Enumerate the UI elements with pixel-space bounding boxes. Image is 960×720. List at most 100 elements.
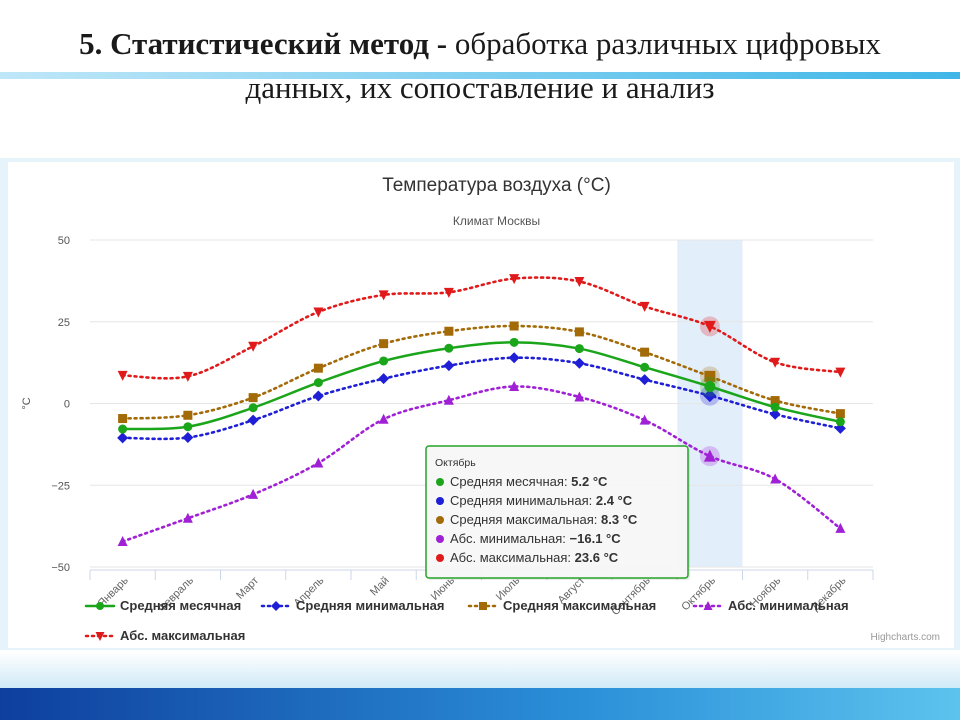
- legend-item[interactable]: Абс. максимальная: [84, 628, 245, 643]
- series-1: [118, 337, 845, 434]
- bottom-accent-bar: [0, 688, 960, 720]
- x-tick-label: Май: [368, 575, 392, 599]
- top-accent-bar: [0, 72, 960, 79]
- data-point: [640, 347, 650, 357]
- series-line: [121, 385, 842, 543]
- data-point: [509, 337, 519, 347]
- chart-subtitle: Климат Москвы: [453, 214, 540, 228]
- y-axis-title: °C: [21, 397, 33, 409]
- legend-item[interactable]: Средняя максимальная: [467, 598, 656, 613]
- chart-title: Температура воздуха (°C): [382, 175, 611, 196]
- chart-credits: Highcharts.com: [871, 632, 940, 643]
- tooltip-row: Средняя минимальная: 2.4 °C: [450, 493, 633, 508]
- series-line: [121, 341, 842, 431]
- data-point: [313, 457, 324, 468]
- data-point: [379, 356, 389, 366]
- data-point: [770, 402, 780, 412]
- data-point: [182, 371, 193, 382]
- data-point: [573, 357, 585, 369]
- data-point: [704, 370, 716, 382]
- tooltip-row: Абс. минимальная: −16.1 °C: [450, 531, 621, 546]
- tooltip-row-value: 2.4 °C: [596, 493, 633, 508]
- tooltip-row-label: Средняя минимальная:: [450, 493, 596, 508]
- data-point: [769, 408, 781, 420]
- data-point: [248, 488, 259, 499]
- legend-label: Средняя минимальная: [296, 598, 445, 613]
- data-point: [248, 341, 259, 352]
- data-point: [639, 301, 650, 312]
- legend-item[interactable]: Средняя минимальная: [260, 598, 445, 613]
- tooltip-dot: [436, 516, 444, 524]
- tooltip-row-value: 23.6 °C: [575, 550, 619, 565]
- data-point: [443, 360, 455, 372]
- data-point: [444, 343, 454, 353]
- data-point: [770, 473, 781, 484]
- tooltip-row: Средняя месячная: 5.2 °C: [450, 474, 608, 489]
- data-point: [118, 424, 128, 434]
- tooltip-dot: [436, 554, 444, 562]
- series-line: [121, 276, 842, 380]
- data-point: [835, 522, 846, 533]
- data-point: [509, 380, 520, 391]
- series-line: [121, 324, 842, 420]
- bottom-fade: [0, 652, 960, 688]
- data-point: [182, 512, 193, 523]
- tooltip-row-value: 5.2 °C: [571, 474, 608, 489]
- x-tick-label: Октябрь: [679, 574, 718, 613]
- slide-title-bold: 5. Статистический метод -: [79, 26, 448, 61]
- data-point: [574, 327, 584, 337]
- data-point: [313, 307, 324, 318]
- data-point: [378, 413, 389, 424]
- legend-label: Средняя месячная: [120, 598, 241, 613]
- data-point: [703, 320, 716, 333]
- data-point: [835, 367, 846, 378]
- legend-item[interactable]: Средняя месячная: [84, 598, 241, 613]
- data-point: [379, 339, 389, 349]
- data-point: [247, 414, 259, 426]
- data-point: [639, 414, 650, 425]
- legend-label: Абс. минимальная: [728, 598, 849, 613]
- data-point: [378, 290, 389, 301]
- data-point: [117, 535, 128, 546]
- tooltip-title: Октябрь: [435, 457, 476, 469]
- data-point: [835, 409, 845, 419]
- tooltip-dot: [436, 535, 444, 543]
- tooltip-dot: [436, 497, 444, 505]
- legend-marker: [95, 632, 105, 641]
- series-4: [117, 380, 846, 546]
- legend-label: Средняя максимальная: [503, 598, 656, 613]
- data-point: [704, 380, 716, 392]
- data-point: [703, 449, 716, 462]
- data-point: [313, 363, 323, 373]
- legend-item[interactable]: Абс. минимальная: [692, 598, 849, 613]
- series-line: [121, 356, 842, 441]
- data-point: [770, 396, 780, 406]
- tooltip-dot: [436, 478, 444, 486]
- data-point: [574, 277, 585, 288]
- tooltip-row-label: Абс. минимальная:: [450, 531, 570, 546]
- data-point: [574, 391, 585, 402]
- data-point: [703, 389, 717, 403]
- data-point: [117, 370, 128, 381]
- data-point: [248, 393, 258, 403]
- legend-marker: [703, 601, 713, 610]
- data-point: [508, 352, 520, 364]
- tooltip-row: Абс. максимальная: 23.6 °C: [450, 550, 619, 565]
- series-3: [118, 321, 845, 424]
- legend: Средняя месячная Средняя минимальная Средн…: [84, 598, 849, 643]
- legend-marker: [96, 602, 104, 610]
- data-point: [444, 326, 454, 336]
- y-tick-label: −25: [51, 480, 70, 492]
- data-point: [834, 422, 846, 434]
- temperature-chart[interactable]: Температура воздуха (°C) Климат Москвы 50 2…: [8, 162, 954, 648]
- tooltip-row-value: −16.1 °C: [570, 531, 622, 546]
- data-point: [770, 357, 781, 368]
- tooltip-row-label: Средняя максимальная:: [450, 512, 601, 527]
- tooltip-row-label: Средняя месячная:: [450, 474, 571, 489]
- data-point: [118, 414, 128, 424]
- y-tick-label: 25: [58, 317, 70, 329]
- slide-title: 5. Статистический метод - обработка разл…: [40, 22, 920, 110]
- tooltip-row-label: Абс. максимальная:: [450, 550, 575, 565]
- tooltip-row: Средняя максимальная: 8.3 °C: [450, 512, 638, 527]
